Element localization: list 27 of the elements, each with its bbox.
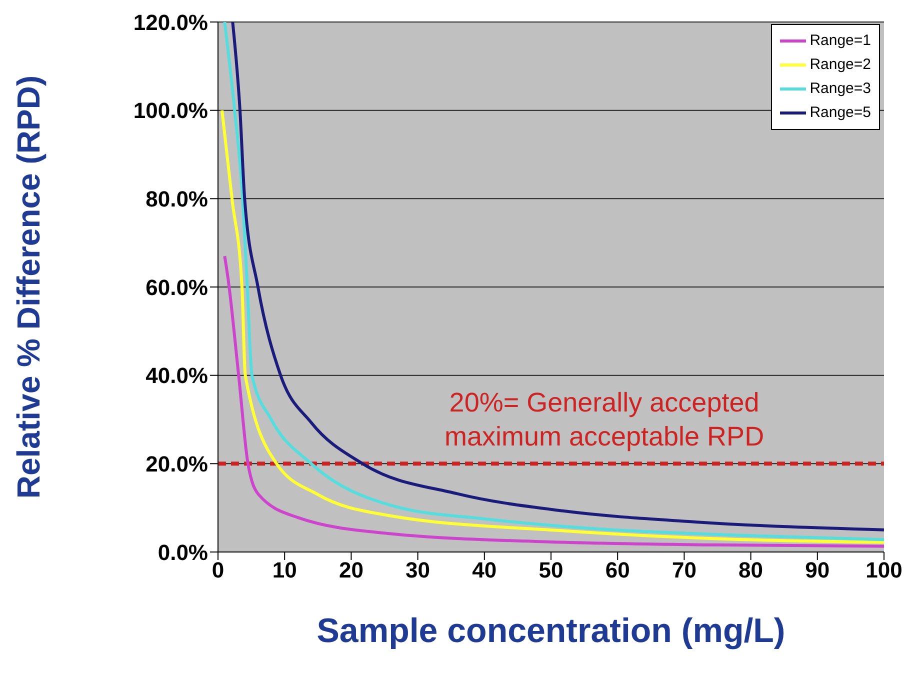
y-tick-label: 20.0%	[146, 451, 208, 476]
legend-label: Range=1	[810, 31, 871, 51]
x-tick-label: 50	[538, 558, 564, 583]
legend-label: Range=3	[810, 79, 871, 99]
x-axis-title: Sample concentration (mg/L)	[316, 612, 786, 650]
y-tick-label: 100.0%	[133, 98, 208, 124]
x-tick-label: 100	[866, 558, 902, 583]
x-tick-label: 0	[212, 558, 224, 583]
legend-label: Range=5	[810, 103, 871, 123]
y-tick-label: 0.0%	[158, 540, 208, 565]
y-tick-label: 60.0%	[146, 274, 208, 300]
line-series	[223, 254, 884, 548]
x-tick-label: 30	[406, 558, 430, 583]
line-series	[220, 108, 884, 544]
x-tick-label: 60	[605, 558, 630, 583]
y-axis-title: Relative % Difference (RPD)	[10, 75, 46, 499]
x-tick-label: 80	[738, 558, 764, 583]
legend-label: Range=2	[810, 55, 871, 75]
x-tick-label: 20	[338, 558, 364, 583]
x-tick-label: 70	[672, 558, 696, 583]
y-tick-label: 80.0%	[146, 186, 208, 212]
x-tick-label: 40	[472, 558, 497, 583]
y-tick-label: 40.0%	[146, 363, 208, 388]
x-tick-label: 90	[805, 558, 830, 583]
y-tick-label: 120.0%	[133, 10, 208, 35]
ref-line-label: 20%= Generally accepted maximum acceptable RPD	[444, 388, 764, 452]
x-tick-label: 10	[272, 558, 297, 583]
